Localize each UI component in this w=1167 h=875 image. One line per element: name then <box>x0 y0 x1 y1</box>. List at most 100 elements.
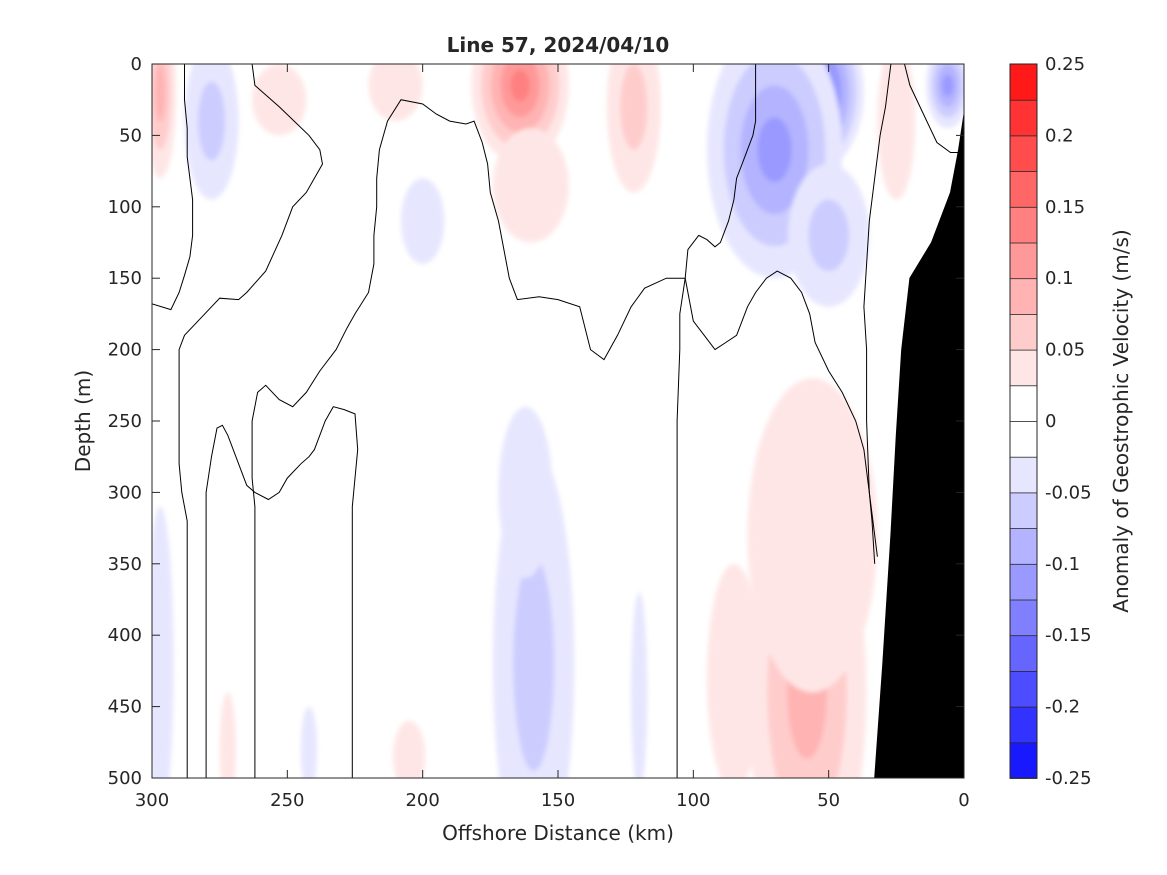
colorbar-segment <box>1009 491 1038 529</box>
x-tick-label: 0 <box>958 790 969 811</box>
y-tick-label: 50 <box>119 125 142 146</box>
anomaly-level <box>392 720 426 778</box>
positive-anomaly <box>706 563 761 778</box>
positive-anomaly <box>252 64 307 136</box>
x-tick-label: 300 <box>135 790 169 811</box>
negative-anomaly <box>631 592 648 778</box>
anomaly-level <box>510 69 530 102</box>
x-tick-label: 200 <box>405 790 439 811</box>
x-tick-label: 100 <box>676 790 710 811</box>
colorbar-segment <box>1009 527 1038 565</box>
x-tick-label: 50 <box>817 790 840 811</box>
velocity-anomaly-fields <box>152 64 964 778</box>
colorbar-tick-label: -0.05 <box>1045 482 1092 503</box>
colorbar-segment <box>1009 420 1038 458</box>
zero-contour <box>152 64 194 311</box>
bathymetry <box>874 113 964 778</box>
y-tick-label: 350 <box>108 554 142 575</box>
colorbar-tick-label: 0 <box>1045 411 1056 432</box>
zero-contour <box>178 64 324 778</box>
anomaly-level <box>747 378 878 693</box>
y-tick-label: 150 <box>108 268 142 289</box>
colorbar-segment <box>1009 670 1038 708</box>
y-tick-label: 400 <box>108 625 142 646</box>
y-tick-label: 250 <box>108 411 142 432</box>
anomaly-level <box>198 81 226 161</box>
positive-anomaly <box>606 64 661 193</box>
y-tick-label: 0 <box>131 54 142 75</box>
anomaly-level <box>808 199 849 272</box>
zero-contour <box>205 406 359 778</box>
colorbar-tick-label: -0.2 <box>1045 697 1080 718</box>
colorbar-tick-label: -0.15 <box>1045 625 1092 646</box>
y-tick-label: 300 <box>108 482 142 503</box>
colorbar-segment <box>1009 99 1038 137</box>
anomaly-level <box>620 64 648 150</box>
negative-anomaly <box>152 506 174 778</box>
colorbar-frame <box>1009 63 1038 779</box>
positive-anomaly <box>392 720 426 778</box>
colorbar-tick-label: 0.1 <box>1045 268 1074 289</box>
colorbar-segment <box>1009 134 1038 172</box>
colorbar-segment <box>1009 349 1038 387</box>
anomaly-level <box>300 706 318 778</box>
negative-anomaly <box>184 64 239 200</box>
anomaly-level <box>368 64 423 122</box>
zero-contour-lines <box>152 64 959 778</box>
zero-contour <box>863 64 892 564</box>
y-tick-label: 450 <box>108 697 142 718</box>
positive-anomaly <box>493 128 569 243</box>
chart-title: Line 57, 2024/04/10 <box>447 33 670 57</box>
colorbar-tick-label: 0.25 <box>1045 54 1085 75</box>
positive-anomaly <box>747 378 878 693</box>
x-tick-label: 250 <box>270 790 304 811</box>
negative-anomaly <box>300 706 318 778</box>
anomaly-level <box>219 692 236 778</box>
negative-anomaly <box>788 163 870 307</box>
anomaly-level <box>401 178 445 264</box>
x-axis-label: Offshore Distance (km) <box>442 821 674 845</box>
anomaly-level <box>513 556 554 771</box>
colorbar-segment <box>1009 313 1038 351</box>
colorbar-segment <box>1009 170 1038 208</box>
zero-contour <box>251 99 878 778</box>
colorbar-segment <box>1009 599 1038 637</box>
positive-anomaly <box>152 64 177 179</box>
positive-anomaly <box>368 64 423 122</box>
seafloor <box>874 113 964 778</box>
y-tick-label: 100 <box>108 197 142 218</box>
colorbar-segment <box>1009 741 1038 779</box>
anomaly-level <box>154 64 166 122</box>
colorbar-segment <box>1009 277 1038 315</box>
x-axis: 300 250 200 150 100 50 0 <box>135 64 970 811</box>
colorbar-segment <box>1009 63 1038 101</box>
zero-contour <box>676 64 757 778</box>
anomaly-level <box>152 506 174 778</box>
y-axis: 0 50 100 150 200 250 300 350 400 450 500 <box>108 54 964 789</box>
colorbar-segment <box>1009 563 1038 601</box>
x-tick-label: 150 <box>541 790 575 811</box>
colorbar-segment <box>1009 206 1038 244</box>
colorbar-segment <box>1009 242 1038 280</box>
colorbar-tick-label: -0.25 <box>1045 768 1092 789</box>
colorbar-ticks: 0.25 0.2 0.15 0.1 0.05 0 -0.05 -0.1 -0.15 -0.2 -0.… <box>1045 54 1092 789</box>
colorbar-tick-label: -0.1 <box>1045 554 1080 575</box>
y-tick-label: 200 <box>108 340 142 361</box>
anomaly-level <box>493 128 569 243</box>
positive-anomaly <box>219 692 236 778</box>
anomaly-level <box>942 74 954 97</box>
colorbar-segment <box>1009 634 1038 672</box>
colorbar-tick-label: 0.2 <box>1045 125 1074 146</box>
anomaly-level <box>706 563 761 778</box>
zero-contour <box>904 64 959 153</box>
negative-anomaly <box>401 178 445 264</box>
colorbar-label: Anomaly of Geostrophic Velocity (m/s) <box>1109 229 1133 612</box>
colorbar <box>1009 63 1038 779</box>
y-axis-label: Depth (m) <box>71 370 95 472</box>
colorbar-tick-label: 0.15 <box>1045 197 1085 218</box>
anomaly-level <box>757 117 792 182</box>
colorbar-segment <box>1009 456 1038 494</box>
colorbar-segment <box>1009 384 1038 422</box>
y-tick-label: 500 <box>108 768 142 789</box>
